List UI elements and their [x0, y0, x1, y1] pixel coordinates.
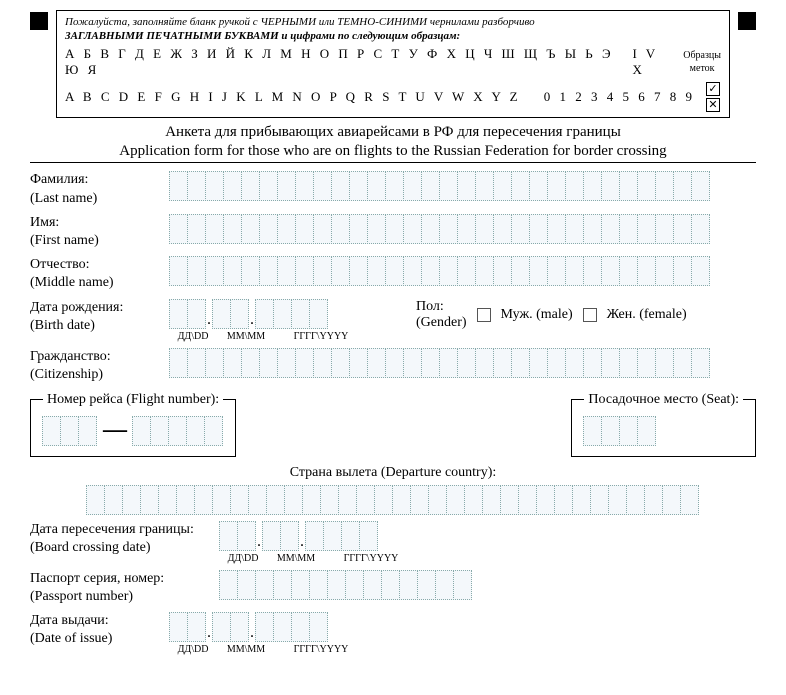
instruction-line2: ЗАГЛАВНЫМИ ПЕЧАТНЫМИ БУКВАМИ и цифрами п… [65, 29, 721, 43]
departure-country-input[interactable] [87, 485, 699, 515]
instruction-box: Пожалуйста, заполняйте бланк ручкой с ЧЕ… [56, 10, 730, 118]
sample-english-letters: A B C D E F G H I J K L M N O P Q R S T … [65, 89, 521, 106]
issue-date-label-en: (Date of issue) [30, 630, 160, 648]
first-name-label-ru: Имя: [30, 214, 160, 232]
mark-cross-icon: ✕ [706, 98, 720, 112]
form-title-en: Application form for those who are on fl… [30, 143, 756, 160]
birth-gender-row: Дата рождения: (Birth date) . . ДД\DD ММ… [30, 299, 756, 342]
flight-dash: — [103, 417, 127, 444]
crossing-dd-label: ДД\DD [220, 553, 266, 564]
citizenship-input[interactable] [170, 348, 710, 378]
flight-seat-group: Номер рейса (Flight number): — Посадочно… [30, 392, 756, 457]
citizenship-label-en: (Citizenship) [30, 366, 160, 384]
last-name-input[interactable] [170, 171, 710, 201]
sample-russian-letters: А Б В Г Д Е Ж З И Й К Л М Н О П Р С Т У … [65, 46, 632, 80]
departure-country-label: Страна вылета (Departure country): [30, 465, 756, 481]
birth-date-input[interactable]: . . [170, 299, 366, 329]
title-divider [30, 162, 756, 163]
birth-date-label-ru: Дата рождения: [30, 299, 160, 317]
form-title-ru: Анкета для прибывающих авиарейсами в РФ … [30, 124, 756, 141]
male-checkbox[interactable] [477, 308, 491, 322]
sample-roman: I V X [632, 46, 673, 80]
passport-label-ru: Паспорт серия, номер: [30, 570, 210, 588]
issue-date-row: Дата выдачи: (Date of issue) . . ДД\DD М… [30, 612, 756, 655]
flight-prefix-input[interactable] [43, 416, 97, 446]
gender-label-ru: Пол: [416, 299, 467, 315]
departure-country-row [30, 485, 756, 515]
middle-name-input[interactable] [170, 256, 710, 286]
issue-yyyy-label: ГГГГ\YYYY [276, 644, 366, 655]
seat-label: Посадочное место (Seat): [584, 392, 743, 408]
middle-name-row: Отчество: (Middle name) [30, 256, 756, 292]
last-name-label-en: (Last name) [30, 190, 160, 208]
corner-marker-right [738, 12, 756, 30]
first-name-input[interactable] [170, 214, 710, 244]
seat-input[interactable] [584, 416, 743, 446]
female-checkbox[interactable] [583, 308, 597, 322]
citizenship-row: Гражданство: (Citizenship) [30, 348, 756, 384]
passport-input[interactable] [220, 570, 472, 600]
issue-dd-label: ДД\DD [170, 644, 216, 655]
passport-row: Паспорт серия, номер: (Passport number) [30, 570, 756, 606]
female-label: Жен. (female) [607, 307, 687, 323]
first-name-label-en: (First name) [30, 232, 160, 250]
flight-number-input[interactable] [133, 416, 223, 446]
citizenship-label-ru: Гражданство: [30, 348, 160, 366]
birth-yyyy-label: ГГГГ\YYYY [276, 331, 366, 342]
flight-number-label: Номер рейса (Flight number): [43, 392, 223, 408]
gender-label-en: (Gender) [416, 315, 467, 331]
issue-mm-label: ММ\MM [216, 644, 276, 655]
first-name-row: Имя: (First name) [30, 214, 756, 250]
instruction-line1: Пожалуйста, заполняйте бланк ручкой с ЧЕ… [65, 15, 721, 29]
crossing-yyyy-label: ГГГГ\YYYY [326, 553, 416, 564]
header-instruction-box: Пожалуйста, заполняйте бланк ручкой с ЧЕ… [30, 10, 756, 118]
male-label: Муж. (male) [501, 307, 573, 323]
crossing-date-input[interactable]: . . [220, 521, 416, 551]
flight-number-fieldset: Номер рейса (Flight number): — [30, 392, 236, 457]
middle-name-label-ru: Отчество: [30, 256, 160, 274]
crossing-date-label-en: (Board crossing date) [30, 539, 210, 557]
seat-fieldset: Посадочное место (Seat): [571, 392, 756, 457]
sample-digits: 0 1 2 3 4 5 6 7 8 9 [544, 89, 695, 106]
crossing-mm-label: ММ\MM [266, 553, 326, 564]
last-name-label-ru: Фамилия: [30, 171, 160, 189]
marks-label: Образцы меток [683, 49, 721, 75]
mark-check-icon: ✓ [706, 82, 720, 96]
crossing-date-label-ru: Дата пересечения границы: [30, 521, 210, 539]
birth-dd-label: ДД\DD [170, 331, 216, 342]
issue-date-input[interactable]: . . [170, 612, 366, 642]
crossing-date-row: Дата пересечения границы: (Board crossin… [30, 521, 756, 564]
corner-marker-left [30, 12, 48, 30]
last-name-row: Фамилия: (Last name) [30, 171, 756, 207]
birth-date-label-en: (Birth date) [30, 317, 160, 335]
issue-date-label-ru: Дата выдачи: [30, 612, 160, 630]
passport-label-en: (Passport number) [30, 588, 210, 606]
middle-name-label-en: (Middle name) [30, 274, 160, 292]
birth-mm-label: ММ\MM [216, 331, 276, 342]
